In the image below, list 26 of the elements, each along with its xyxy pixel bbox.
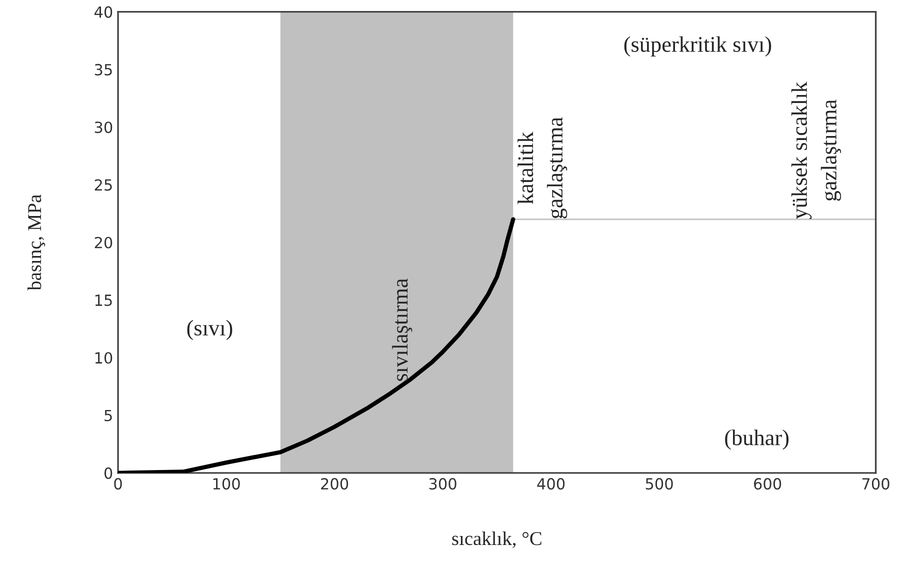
y-tick-label: 5 xyxy=(104,410,112,422)
x-tick-label: 600 xyxy=(754,478,782,490)
y-tick-label: 25 xyxy=(94,179,112,191)
annotation: katalitik gazlaştırma xyxy=(518,117,568,218)
x-tick-label: 200 xyxy=(321,478,348,490)
x-tick-label: 300 xyxy=(429,478,456,490)
y-tick-label: 10 xyxy=(95,352,112,364)
y-tick-label: 35 xyxy=(94,64,112,76)
y-axis-title: basınç, MPa xyxy=(27,194,46,290)
y-tick-label: 40 xyxy=(94,6,112,18)
annotation: (süperkritik sıvı) xyxy=(624,36,772,56)
y-tick-label: 0 xyxy=(104,467,112,479)
annotation: (sıvı) xyxy=(187,320,232,340)
x-tick-label: 100 xyxy=(213,478,240,490)
annotation: yüksek sıcaklık gazlaştırma xyxy=(791,82,842,220)
y-tick-label: 15 xyxy=(95,294,112,306)
y-tick-label: 20 xyxy=(94,236,112,248)
x-axis-title: sıcaklık, °C xyxy=(452,531,542,548)
line-series xyxy=(118,217,516,473)
x-tick-label: 500 xyxy=(646,478,673,490)
y-tick-label: 30 xyxy=(94,122,112,134)
x-tick-label: 700 xyxy=(862,478,890,490)
x-tick-label: 400 xyxy=(537,478,565,490)
x-tick-label: 0 xyxy=(114,478,122,490)
annotation: (buhar) xyxy=(725,430,789,450)
annotation: sıvılaştırma xyxy=(392,278,412,381)
